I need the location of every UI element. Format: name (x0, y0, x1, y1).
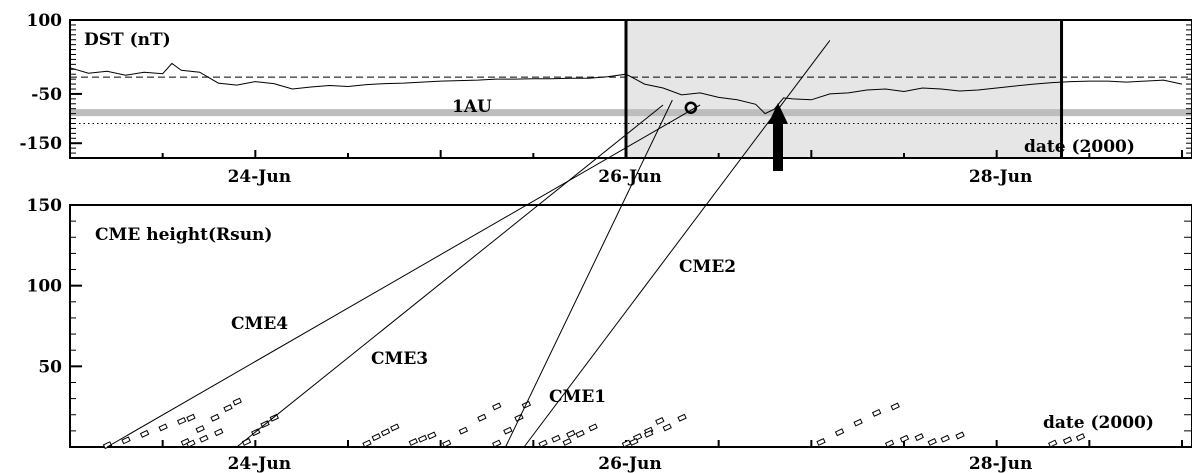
cme-observation-point (269, 413, 280, 422)
cme-observation-point (102, 441, 113, 450)
dst-axis-label: DST (nT) (84, 30, 171, 50)
cme-observation-point (1062, 436, 1073, 445)
cme-xtick-label: 24-Jun (228, 454, 291, 473)
cme-observation-point (940, 434, 950, 443)
dst-xtick-label: 26-Jun (598, 167, 661, 187)
cme-observation-point (662, 423, 672, 432)
cme-observation-point (180, 437, 191, 446)
cme-height-axis-label: CME height(Rsun) (95, 225, 272, 245)
cme-observation-point (186, 413, 196, 422)
dst-ytick-label: -50 (31, 85, 62, 105)
cme-observation-point (853, 418, 863, 427)
cme-observation-point (1048, 439, 1058, 448)
cme-observation-point (232, 397, 242, 406)
cme-observation-point (871, 408, 882, 417)
cme-observation-point (621, 439, 632, 448)
cme-ytick-label: 150 (27, 196, 63, 216)
cme-xtick-label: 28-Jun (969, 454, 1032, 473)
cme-observation-point (927, 437, 937, 446)
dst-axis-ticks: 100 -50 -150 24-Jun 26-Jun 28-Jun (19, 11, 1192, 187)
cme-observation-point (362, 439, 372, 448)
cme-observation-point (139, 429, 150, 438)
cme-observation-point (566, 429, 576, 438)
top-date-label: date (2000) (1024, 137, 1135, 157)
cme-observation-point (551, 434, 561, 443)
cme2-label: CME2 (679, 257, 736, 277)
cme-observation-point (677, 413, 687, 422)
cme-observation-point (890, 402, 900, 411)
cme-observation-point (834, 428, 845, 437)
cme-plot-frame (69, 204, 1192, 448)
cme-observation-point (816, 437, 826, 446)
bottom-date-label: date (2000) (1043, 413, 1154, 433)
cme-observation-point (199, 434, 209, 443)
dst-series-line (69, 62, 1183, 115)
cme-height-panel: 150 100 50 24-Jun 26-Jun 28-Jun CME height(Rs… (27, 40, 1192, 473)
cme-observation-point (176, 417, 187, 425)
cme-observation-point (477, 413, 487, 422)
cme-observation-point (458, 426, 469, 435)
cme-observation-point (223, 404, 233, 413)
cme-observation-point (158, 423, 168, 432)
cme-observation-point (655, 417, 665, 425)
cme4-label: CME4 (231, 314, 288, 334)
dst-ytick-label: 100 (27, 11, 63, 31)
one-au-label: 1AU (452, 97, 492, 117)
cme-observation-point (195, 425, 205, 433)
cme-observation-point (441, 439, 452, 448)
cme-observation-point (214, 428, 224, 437)
cme-ytick-label: 50 (38, 357, 62, 377)
cme-observation-point (492, 439, 502, 448)
cme-observation-point (427, 431, 437, 440)
dst-xtick-label: 28-Jun (969, 167, 1032, 187)
cme-observation-point (955, 431, 965, 440)
cme-observation-point (1075, 433, 1086, 442)
cme-observation-point (492, 402, 502, 411)
cme-observation-point (380, 428, 391, 437)
cme-observation-points (102, 397, 1086, 450)
dst-xtick-label: 24-Jun (228, 167, 291, 187)
cme-line-cme4 (106, 104, 701, 448)
cme-observation-point (371, 433, 381, 442)
cme3-label: CME3 (371, 349, 428, 369)
storm-interval-shading (626, 20, 1062, 158)
cme-observation-point (417, 434, 428, 443)
cme-observation-point (629, 437, 639, 446)
cme-observation-point (390, 423, 400, 432)
cme-line-cme1 (505, 99, 673, 448)
cme-observation-point (121, 436, 131, 445)
storm-arrival-arrow-icon (768, 103, 788, 171)
cme-observation-point (562, 437, 572, 446)
cme-observation-point (899, 434, 910, 443)
cme-observation-point (408, 437, 419, 446)
cme-line-cme3 (236, 104, 664, 448)
cme-observation-point (521, 400, 532, 409)
cme-ytick-label: 100 (27, 277, 63, 297)
dst-ytick-label: -150 (19, 134, 62, 154)
dst-panel: 100 -50 -150 24-Jun 26-Jun 28-Jun DST (nT) 1A… (19, 11, 1192, 187)
cme1-label: CME1 (549, 387, 606, 407)
cme-observation-point (644, 429, 654, 438)
cme-observation-point (503, 426, 513, 435)
cme-xtick-label: 26-Jun (598, 454, 661, 473)
cme-observation-point (210, 413, 220, 422)
cme-observation-point (588, 423, 598, 432)
cme-observation-point (186, 439, 196, 448)
cme-observation-point (575, 429, 585, 438)
cme-observation-point (514, 413, 524, 422)
cme-observation-point (538, 439, 548, 448)
cme-observation-point (914, 433, 924, 442)
cme-observation-point (884, 439, 895, 448)
